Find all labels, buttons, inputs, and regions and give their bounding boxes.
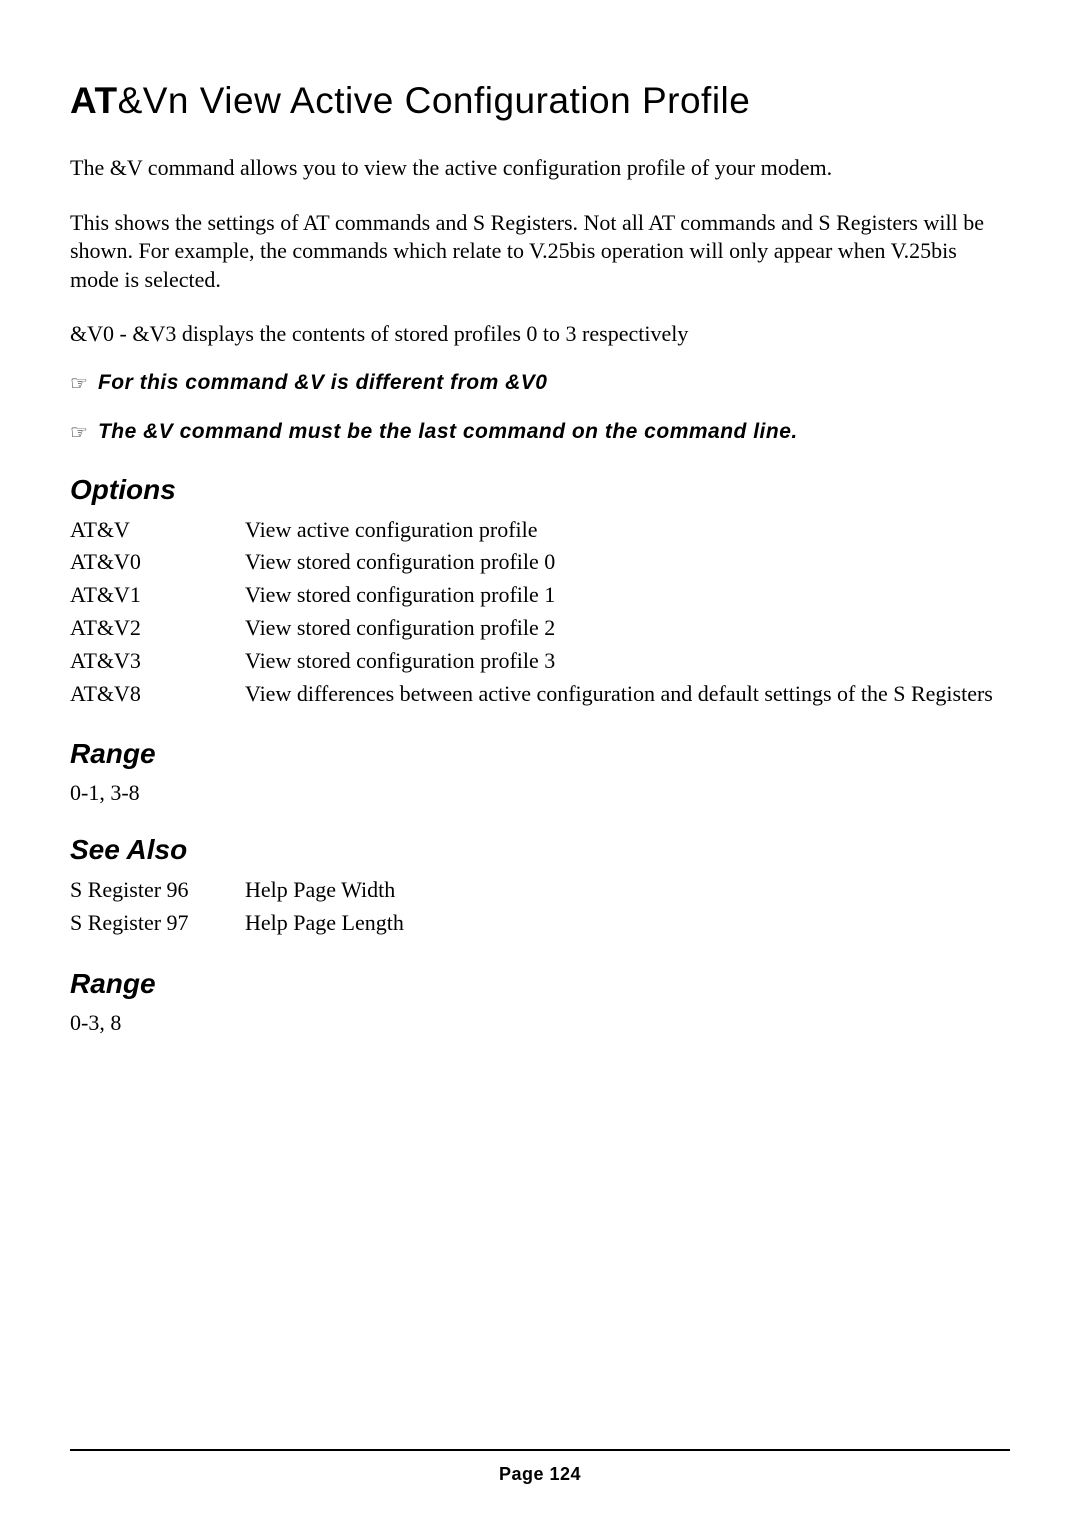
note-2: ☞ The &V command must be the last comman… [70, 418, 1010, 445]
table-row: AT&V8 View differences between active co… [70, 678, 993, 711]
table-row: AT&V1 View stored configuration profile … [70, 579, 993, 612]
section-range1-heading: Range [70, 738, 1010, 770]
seealso-key: S Register 96 [70, 874, 245, 907]
option-desc: View stored configuration profile 2 [245, 612, 993, 645]
paragraph-3: &V0 - &V3 displays the contents of store… [70, 320, 1010, 349]
option-cmd: AT&V3 [70, 645, 245, 678]
section-seealso-heading: See Also [70, 834, 1010, 866]
table-row: AT&V View active configuration profile [70, 514, 993, 547]
note-2-text: The &V command must be the last command … [98, 418, 798, 445]
option-cmd: AT&V0 [70, 546, 245, 579]
note-1-text: For this command &V is different from &V… [98, 369, 548, 396]
page: AT&Vn View Active Configuration Profile … [0, 0, 1080, 1529]
option-cmd: AT&V [70, 514, 245, 547]
seealso-val: Help Page Length [245, 907, 404, 940]
table-row: S Register 96 Help Page Width [70, 874, 404, 907]
pointing-hand-icon: ☞ [70, 420, 88, 446]
paragraph-1: The &V command allows you to view the ac… [70, 154, 1010, 183]
table-row: AT&V0 View stored configuration profile … [70, 546, 993, 579]
options-table: AT&V View active configuration profile A… [70, 514, 993, 711]
page-title: AT&Vn View Active Configuration Profile [70, 80, 1010, 122]
page-footer: Page 124 [0, 1464, 1080, 1485]
title-rest: &Vn View Active Configuration Profile [118, 80, 751, 121]
table-row: S Register 97 Help Page Length [70, 907, 404, 940]
option-cmd: AT&V8 [70, 678, 245, 711]
table-row: AT&V2 View stored configuration profile … [70, 612, 993, 645]
range1-value: 0-1, 3-8 [70, 780, 1010, 806]
paragraph-2: This shows the settings of AT commands a… [70, 209, 1010, 295]
title-bold: AT [70, 80, 118, 121]
option-desc: View active configuration profile [245, 514, 993, 547]
pointing-hand-icon: ☞ [70, 371, 88, 397]
range2-value: 0-3, 8 [70, 1010, 1010, 1036]
option-desc: View stored configuration profile 3 [245, 645, 993, 678]
option-desc: View differences between active configur… [245, 678, 993, 711]
section-options-heading: Options [70, 474, 1010, 506]
seealso-table: S Register 96 Help Page Width S Register… [70, 874, 404, 940]
section-range2-heading: Range [70, 968, 1010, 1000]
option-cmd: AT&V1 [70, 579, 245, 612]
seealso-key: S Register 97 [70, 907, 245, 940]
option-desc: View stored configuration profile 0 [245, 546, 993, 579]
seealso-val: Help Page Width [245, 874, 404, 907]
footer-rule [70, 1449, 1010, 1451]
table-row: AT&V3 View stored configuration profile … [70, 645, 993, 678]
note-1: ☞ For this command &V is different from … [70, 369, 1010, 396]
option-cmd: AT&V2 [70, 612, 245, 645]
option-desc: View stored configuration profile 1 [245, 579, 993, 612]
